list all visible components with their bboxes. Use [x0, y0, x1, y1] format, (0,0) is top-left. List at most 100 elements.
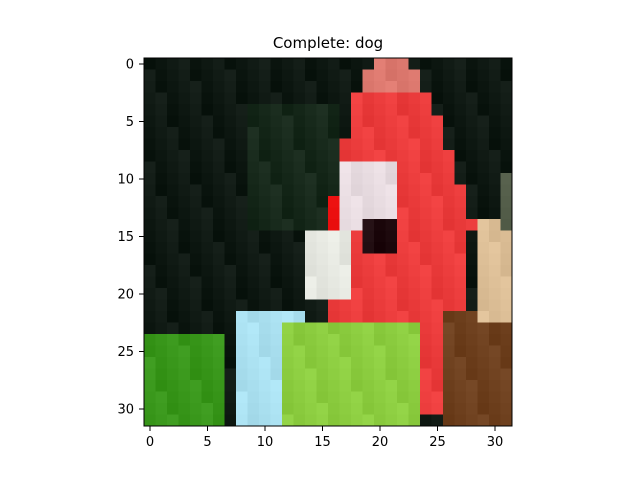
image-pixel: [385, 161, 398, 174]
image-pixel: [270, 380, 283, 392]
image-pixel: [431, 69, 444, 82]
image-pixel: [489, 368, 501, 381]
image-pixel: [178, 150, 191, 162]
image-pixel: [362, 207, 375, 220]
image-pixel: [443, 127, 455, 139]
image-pixel: [443, 288, 455, 300]
image-pixel: [339, 299, 352, 312]
image-pixel: [466, 322, 478, 335]
x-axis: 0 5 10 15 20 25 30: [146, 426, 503, 450]
image-pixel: [270, 184, 283, 197]
image-pixel: [374, 69, 386, 82]
image-pixel: [408, 414, 421, 427]
image-pixel: [454, 230, 467, 243]
y-tick-label: 10: [117, 173, 134, 188]
image-pixel: [201, 196, 214, 208]
image-pixel: [420, 403, 432, 415]
image-pixel: [489, 357, 501, 369]
image-pixel: [443, 58, 455, 70]
image-pixel: [178, 288, 191, 300]
image-pixel: [477, 380, 490, 392]
image-pixel: [167, 196, 179, 208]
image-pixel: [374, 253, 386, 266]
image-pixel: [247, 276, 260, 289]
image-pixel: [489, 104, 501, 116]
image-pixel: [397, 242, 409, 254]
image-pixel: [259, 207, 271, 220]
image-pixel: [489, 414, 501, 427]
image-pixel: [397, 230, 409, 243]
image-pixel: [282, 414, 294, 427]
image-pixel: [144, 391, 156, 404]
image-pixel: [362, 81, 375, 93]
image-pixel: [477, 81, 490, 93]
image-pixel: [420, 414, 432, 427]
image-pixel: [454, 161, 467, 174]
image-pixel: [316, 368, 329, 381]
image-pixel: [431, 150, 444, 162]
image-pixel: [155, 403, 168, 415]
image-pixel: [167, 265, 179, 277]
image-pixel: [236, 311, 248, 323]
image-pixel: [339, 265, 352, 277]
image-pixel: [224, 115, 237, 128]
image-pixel: [420, 127, 432, 139]
image-pixel: [155, 127, 168, 139]
image-pixel: [500, 299, 513, 312]
image-pixel: [190, 334, 202, 346]
image-pixel: [201, 207, 214, 220]
image-pixel: [420, 104, 432, 116]
image-pixel: [178, 58, 191, 70]
image-pixel: [374, 230, 386, 243]
image-pixel: [270, 242, 283, 254]
image-pixel: [190, 184, 202, 197]
image-pixel: [408, 265, 421, 277]
image-pixel: [305, 69, 317, 82]
image-pixel: [385, 184, 398, 197]
image-pixel: [213, 345, 225, 358]
image-pixel: [316, 196, 329, 208]
image-pixel: [374, 104, 386, 116]
image-pixel: [316, 334, 329, 346]
image-pixel: [178, 138, 191, 151]
image-pixel: [282, 242, 294, 254]
image-pixel: [408, 196, 421, 208]
image-pixel: [190, 322, 202, 335]
image-pixel: [259, 138, 271, 151]
image-pixel: [305, 391, 317, 404]
image-pixel: [144, 253, 156, 266]
image-pixel: [213, 58, 225, 70]
image-pixel: [362, 414, 375, 427]
image-pixel: [477, 219, 490, 231]
image-pixel: [351, 58, 363, 70]
image-pixel: [328, 115, 340, 128]
image-pixel: [282, 276, 294, 289]
image-pixel: [213, 253, 225, 266]
image-pixel: [500, 322, 513, 335]
image-pixel: [247, 368, 260, 381]
image-pixel: [270, 288, 283, 300]
x-tick-label: 30: [487, 435, 504, 450]
image-pixel: [489, 173, 501, 185]
image-pixel: [213, 81, 225, 93]
image-pixel: [247, 253, 260, 266]
image-pixel: [454, 253, 467, 266]
image-pixel: [247, 391, 260, 404]
image-pixel: [190, 207, 202, 220]
image-pixel: [443, 357, 455, 369]
image-pixel: [454, 219, 467, 231]
image-pixel: [270, 207, 283, 220]
image-pixel: [201, 150, 214, 162]
image-pixel: [477, 276, 490, 289]
image-pixel: [316, 288, 329, 300]
image-pixel: [431, 322, 444, 335]
image-pixel: [178, 322, 191, 335]
image-pixel: [178, 276, 191, 289]
image-pixel: [362, 196, 375, 208]
image-pixel: [236, 184, 248, 197]
image-pixel: [466, 276, 478, 289]
image-pixel: [397, 161, 409, 174]
image-pixel: [385, 92, 398, 105]
image-pixel: [236, 345, 248, 358]
image-pixel: [477, 253, 490, 266]
